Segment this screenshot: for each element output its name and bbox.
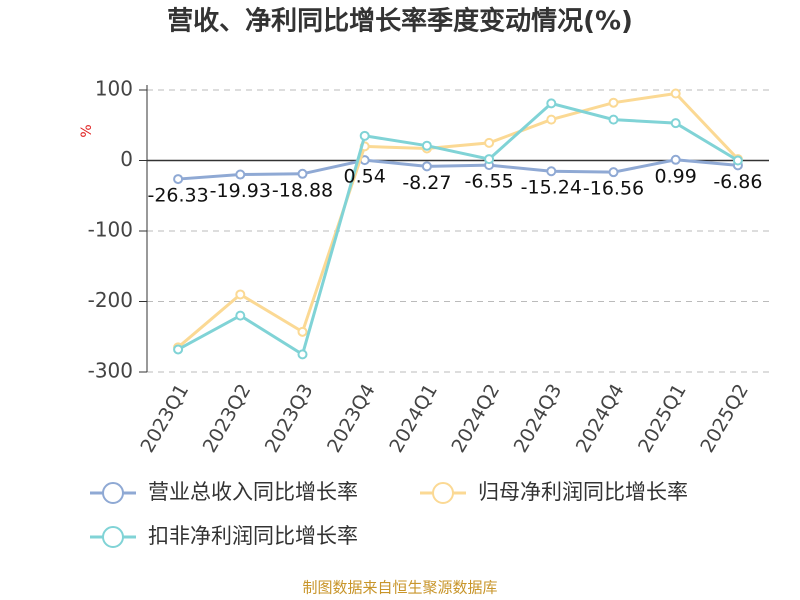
- data-point: [297, 326, 308, 337]
- x-tick-label: 2025Q1: [634, 380, 691, 456]
- legend-item: 归母净利润同比增长率: [420, 480, 688, 504]
- legend-item: 营业总收入同比增长率: [90, 480, 358, 504]
- legend-marker: [102, 482, 124, 504]
- data-point: [546, 114, 557, 125]
- data-point: [421, 140, 432, 151]
- data-point: [297, 168, 308, 179]
- x-tick-label: 2024Q4: [572, 380, 629, 456]
- y-tick-label: -200: [88, 288, 133, 312]
- y-tick-label: 0: [120, 147, 133, 171]
- x-tick-label: 2025Q2: [696, 380, 753, 456]
- x-tick-label: 2024Q3: [510, 380, 567, 456]
- data-point: [608, 114, 619, 125]
- data-point: [359, 130, 370, 141]
- y-tick-label: 100: [95, 77, 133, 101]
- data-point: [235, 169, 246, 180]
- data-label: -8.27: [402, 172, 451, 194]
- data-point: [484, 154, 495, 165]
- data-point: [235, 289, 246, 300]
- data-point: [608, 97, 619, 108]
- x-tick-label: 2023Q4: [323, 380, 380, 456]
- data-point: [173, 174, 184, 185]
- data-label: -6.55: [465, 171, 514, 193]
- data-point: [732, 155, 743, 166]
- data-point: [421, 161, 432, 172]
- x-tick-label: 2024Q2: [447, 380, 504, 456]
- data-point: [608, 167, 619, 178]
- y-tick-label: -300: [88, 359, 133, 383]
- x-tick-label: 2023Q1: [136, 380, 193, 456]
- data-label: -16.56: [583, 178, 644, 200]
- data-point: [670, 88, 681, 99]
- legend-marker: [102, 526, 124, 548]
- data-point: [484, 137, 495, 148]
- data-label: -26.33: [147, 185, 208, 207]
- series-line: [177, 158, 739, 181]
- data-point: [670, 118, 681, 129]
- source-note: 制图数据来自恒生聚源数据库: [302, 579, 497, 597]
- x-tick-label: 2023Q3: [261, 380, 318, 456]
- data-label: 0.99: [655, 165, 697, 187]
- legend-label: 扣非净利润同比增长率: [148, 524, 358, 548]
- data-point: [546, 98, 557, 109]
- data-label: -18.88: [272, 179, 333, 201]
- legend-item: 扣非净利润同比增长率: [90, 524, 358, 548]
- y-axis-label: %: [79, 124, 95, 137]
- legend-label: 归母净利润同比增长率: [478, 480, 688, 504]
- data-label: -6.86: [713, 171, 762, 193]
- data-point: [173, 344, 184, 355]
- data-point: [297, 349, 308, 360]
- data-label: -19.93: [210, 180, 271, 202]
- series-line: [177, 91, 739, 349]
- data-point: [546, 166, 557, 177]
- data-label: -15.24: [521, 177, 582, 199]
- x-tick-label: 2023Q2: [199, 380, 256, 456]
- chart-title: 营收、净利同比增长率季度变动情况(%): [167, 6, 633, 37]
- legend-marker: [432, 482, 454, 504]
- x-tick-label: 2024Q1: [385, 380, 442, 456]
- y-tick-label: -100: [88, 218, 133, 242]
- data-point: [670, 154, 681, 165]
- legend-label: 营业总收入同比增长率: [148, 480, 358, 504]
- series-line: [177, 101, 739, 357]
- data-label: 0.54: [344, 166, 386, 188]
- data-point: [235, 310, 246, 321]
